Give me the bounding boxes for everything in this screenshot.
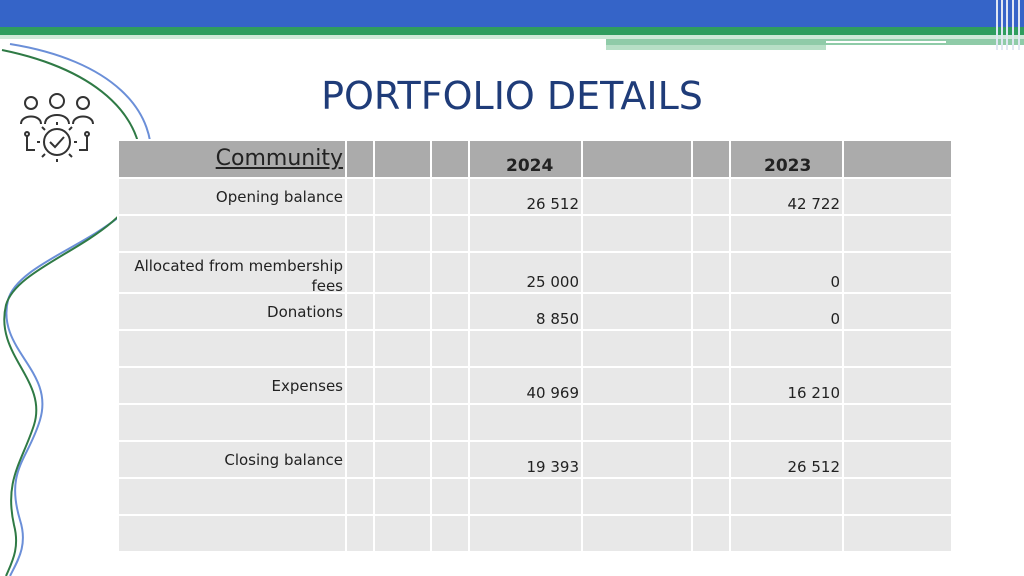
decorative-curves [1,43,153,576]
table-row: Allocated from membership fees 25 000 0 [117,251,953,295]
value-2023: 26 512 [787,458,841,476]
row-label: Closing balance [224,451,343,469]
table-spacer-row [117,214,953,253]
top-banner-blue [0,0,1024,27]
table-spacer-row [117,477,953,516]
value-2024: 26 512 [526,195,580,213]
value-2024: 25 000 [526,273,580,291]
value-2024: 8 850 [536,310,579,328]
top-banner-light [0,35,1024,39]
table-row: Donations 8 850 0 [117,292,953,331]
table-row: Opening balance 26 512 42 722 [117,177,953,216]
value-2023: 0 [830,310,840,328]
row-label: Opening balance [215,188,343,206]
top-banner-green [0,27,1024,35]
row-label: Donations [267,303,343,321]
header-community: Community [215,146,343,171]
row-label: Expenses [271,377,343,395]
header-year-2023: 2023 [764,156,812,176]
row-label: Allocated from membership fees [134,257,343,295]
slide-title: PORTFOLIO DETAILS [321,74,703,118]
value-2023: 42 722 [787,195,841,213]
table-row: Expenses 40 969 16 210 [117,366,953,405]
header-year-2024: 2024 [506,156,554,176]
value-2023: 16 210 [787,384,841,402]
table-spacer-row [117,403,953,442]
table-spacer-row [117,514,953,553]
value-2024: 40 969 [526,384,580,402]
accent-stripe [606,39,1024,45]
portfolio-table: Community 2024 2023 Opening balance 26 5… [117,139,953,553]
corner-lines-decoration [994,0,1024,50]
accent-stripe-highlight [826,41,946,43]
table-spacer-row [117,329,953,368]
table-header-row: Community 2024 2023 [117,139,953,179]
team-settings-check-icon [20,93,94,162]
table-row: Closing balance 19 393 26 512 [117,440,953,479]
value-2024: 19 393 [526,458,580,476]
accent-stripe-secondary [606,45,826,50]
value-2023: 0 [830,273,840,291]
